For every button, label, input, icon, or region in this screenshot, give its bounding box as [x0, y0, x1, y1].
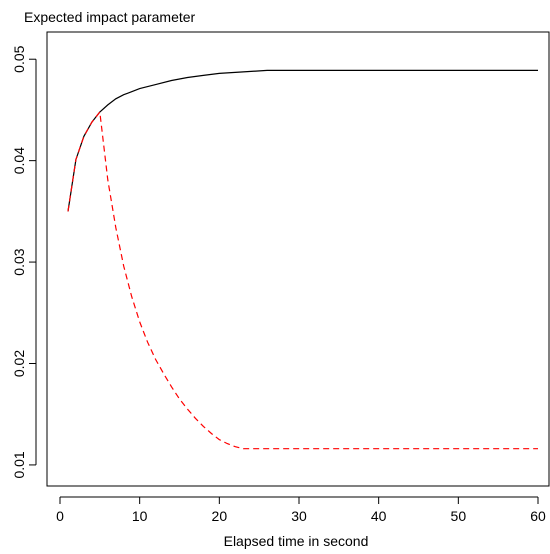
series-layer: [67, 69, 538, 450]
chart-title: Expected impact parameter: [24, 9, 196, 25]
x-axis-label: Elapsed time in second: [224, 533, 369, 549]
x-tick-label: 60: [530, 508, 546, 524]
x-tick-label: 50: [451, 508, 467, 524]
x-tick-label: 0: [56, 508, 64, 524]
y-tick-label: 0.05: [11, 45, 27, 72]
y-tick-label: 0.01: [11, 451, 27, 478]
x-tick-label: 40: [371, 508, 387, 524]
y-tick-label: 0.03: [11, 248, 27, 275]
plot-frame: [46, 31, 550, 487]
x-tick-label: 10: [132, 508, 148, 524]
x-tick-label: 30: [291, 508, 307, 524]
y-tick-label: 0.04: [11, 147, 27, 174]
y-tick-label: 0.02: [11, 350, 27, 377]
y-axis: 0.01 0.02 0.03 0.04 0.05: [11, 45, 37, 479]
series-solid-black-line: [67, 69, 538, 212]
x-tick-label: 20: [212, 508, 228, 524]
x-axis: 0 10 20 30 40 50 60: [56, 496, 546, 524]
series-dashed-red-line: [67, 110, 538, 450]
